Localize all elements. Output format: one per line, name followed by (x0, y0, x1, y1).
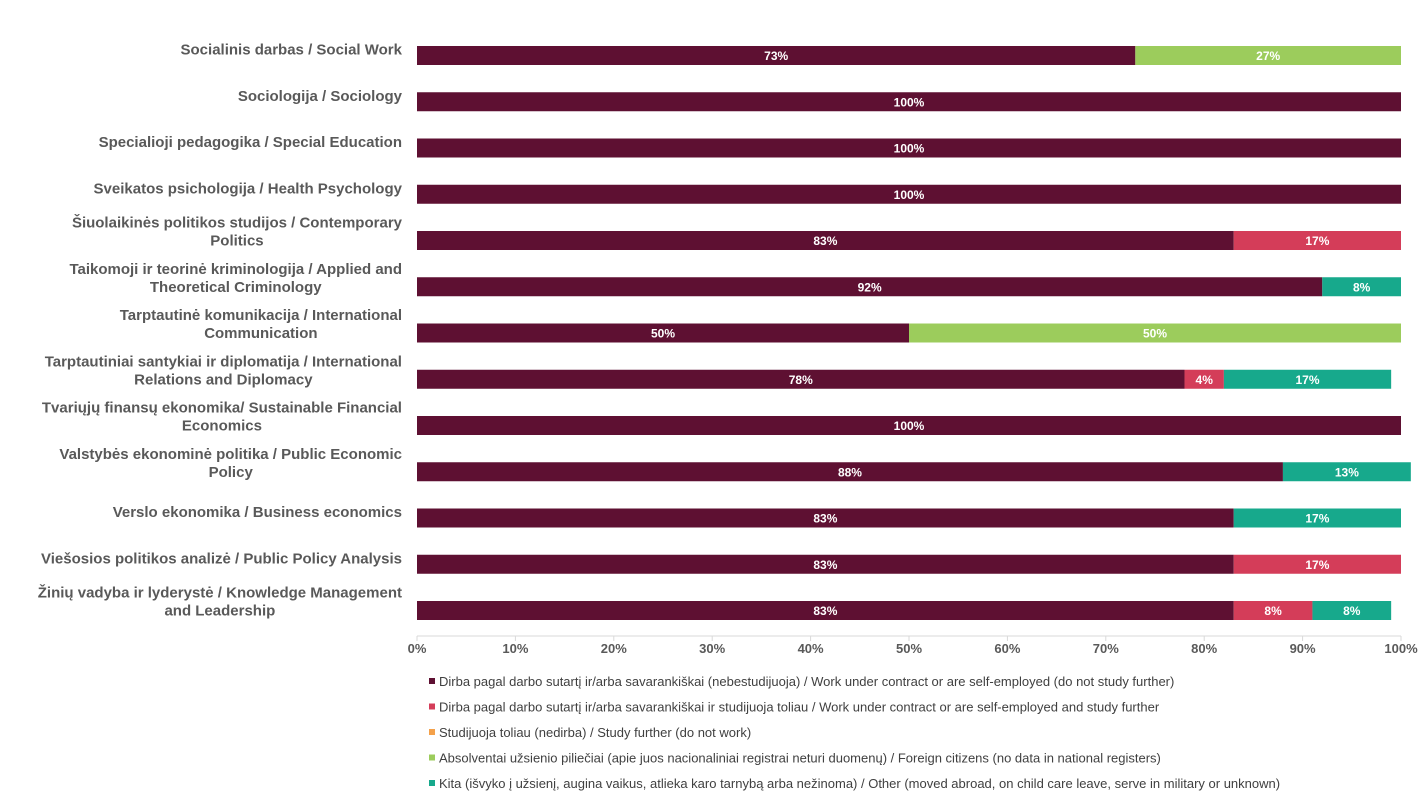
data-label: 100% (894, 142, 925, 156)
bar-segment (417, 138, 1401, 158)
category-label: Socialinis darbas / Social Work (181, 42, 403, 59)
bar-segment (1184, 369, 1224, 389)
legend: Dirba pagal darbo sutartį ir/arba savara… (429, 674, 1280, 791)
bar-segment (417, 231, 1234, 250)
data-label: 17% (1305, 234, 1329, 248)
legend-swatch (429, 678, 435, 684)
legend-label: Studijuoja toliau (nedirba) / Study furt… (439, 725, 751, 740)
data-label: 100% (894, 95, 925, 109)
bar-segment (417, 184, 1401, 204)
bar-segment (417, 323, 909, 343)
legend-swatch (429, 703, 435, 710)
category-label: Specialioji pedagogika / Special Educati… (99, 134, 402, 151)
bar-segment (1233, 554, 1401, 574)
bar-segment (417, 369, 1185, 389)
x-tick-label: 40% (798, 641, 824, 656)
bar-segment (1312, 601, 1392, 620)
category-label: Tvariųjų finansų ekonomika/ Sustainable … (42, 400, 402, 435)
data-label: 8% (1353, 280, 1371, 294)
category-label: Taikomoji ir teorinė kriminologija / App… (69, 261, 402, 296)
legend-label: Dirba pagal darbo sutartį ir/arba savara… (439, 700, 1160, 715)
x-tick-label: 50% (896, 641, 922, 656)
x-tick-label: 20% (601, 641, 627, 656)
bar-segment (1233, 601, 1313, 620)
bar-segment (417, 46, 1136, 65)
category-label: Tarptautiniai santykiai ir diplomatija /… (45, 353, 402, 388)
bar-segment (1233, 231, 1401, 250)
bars-group: 73% 27% 100% 100% 100% 83% 17% 92% 8% 50% 50% 78% 4%… (417, 46, 1411, 620)
data-label: 4% (1196, 373, 1214, 387)
bar-segment (417, 416, 1401, 435)
x-tick-label: 0% (408, 641, 427, 656)
bar-segment (1135, 46, 1401, 65)
data-label: 17% (1305, 558, 1329, 572)
legend-swatch (429, 780, 435, 786)
x-tick-label: 80% (1191, 641, 1217, 656)
category-label: Sociologija / Sociology (238, 88, 403, 105)
bar-segment (417, 462, 1283, 482)
data-label: 50% (1143, 327, 1167, 341)
data-label: 83% (813, 604, 837, 618)
x-tick-label: 60% (994, 641, 1020, 656)
x-tick-label: 90% (1290, 641, 1316, 656)
legend-swatch (429, 754, 435, 761)
bar-segment (1233, 508, 1401, 528)
category-labels: Socialinis darbas / Social Work Sociologi… (38, 42, 403, 620)
bar-segment (417, 92, 1401, 112)
data-label: 8% (1264, 604, 1282, 618)
data-label: 83% (813, 512, 837, 526)
x-tick-label: 10% (502, 641, 528, 656)
data-label: 27% (1256, 49, 1280, 63)
data-label: 17% (1296, 373, 1320, 387)
data-label: 50% (651, 327, 675, 341)
category-label: Sveikatos psichologija / Health Psycholo… (94, 180, 403, 197)
data-label: 83% (813, 234, 837, 248)
category-label: Tarptautinė komunikacija / International… (120, 307, 402, 342)
bar-segment (417, 277, 1323, 297)
bar-segment (417, 601, 1234, 620)
bar-segment (417, 554, 1234, 574)
bar-segment (909, 323, 1401, 343)
data-label: 78% (789, 373, 813, 387)
category-label: Viešosios politikos analizė / Public Pol… (41, 550, 402, 567)
bar-segment (1223, 369, 1392, 389)
x-tick-label: 70% (1093, 641, 1119, 656)
data-label: 17% (1305, 512, 1329, 526)
data-label: 8% (1343, 604, 1361, 618)
legend-label: Kita (išvyko į užsienį, augina vaikus, a… (439, 776, 1280, 791)
x-tick-label: 30% (699, 641, 725, 656)
category-label: Verslo ekonomika / Business economics (113, 504, 402, 521)
bar-segment (1282, 462, 1411, 482)
data-label: 100% (894, 419, 925, 433)
x-axis-ticks: 0% 10% 20% 30% 40% 50% 60% 70% 80% 90% 100% (408, 636, 1418, 656)
data-label: 83% (813, 558, 837, 572)
legend-swatch (429, 729, 435, 735)
category-label: Valstybės ekonominė politika / Public Ec… (59, 446, 402, 481)
bar-segment (417, 508, 1234, 528)
data-label: 88% (838, 465, 862, 479)
data-label: 92% (858, 280, 882, 294)
bar-segment (1322, 277, 1401, 297)
data-label: 13% (1335, 465, 1359, 479)
data-label: 73% (764, 49, 788, 63)
legend-label: Dirba pagal darbo sutartį ir/arba savara… (439, 674, 1174, 689)
category-label: Šiuolaikinės politikos studijos / Contem… (72, 214, 403, 250)
x-tick-label: 100% (1384, 641, 1418, 656)
data-label: 100% (894, 188, 925, 202)
category-label: Žinių vadyba ir lyderystė / Knowledge Ma… (38, 584, 402, 620)
legend-label: Absolventai užsienio piliečiai (apie juo… (439, 751, 1161, 766)
